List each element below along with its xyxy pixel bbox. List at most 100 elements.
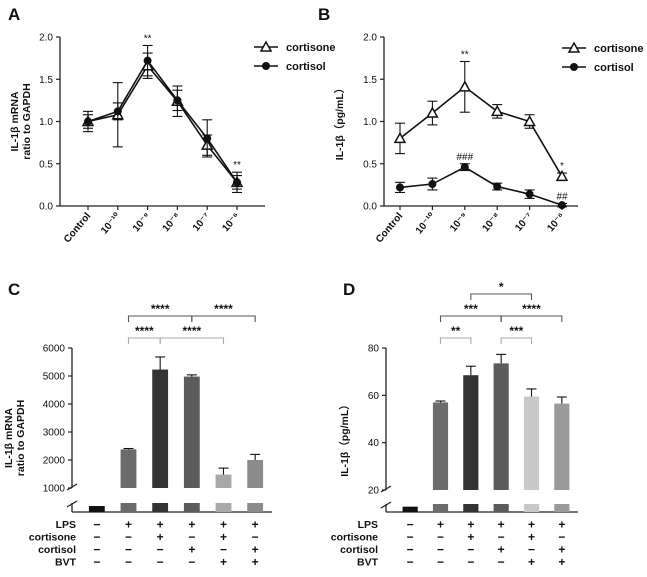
- significance-label: ****: [182, 324, 201, 338]
- legend-label-cortisone: cortisone: [286, 42, 336, 54]
- treatment-symbol: +: [498, 518, 505, 532]
- legend-marker-cortisone: [567, 41, 581, 53]
- significance-label: ***: [464, 302, 478, 316]
- treatment-symbol: −: [437, 555, 444, 569]
- treatment-symbol: +: [188, 518, 195, 532]
- bar: [88, 506, 105, 512]
- data-point-cortisone: [393, 131, 407, 144]
- treatment-row-label: cortisone: [331, 532, 378, 544]
- treatment-symbol: −: [437, 530, 444, 544]
- treatment-symbol: −: [467, 543, 474, 557]
- significance-annotation: ##: [556, 191, 568, 202]
- axis-break-mark: [66, 483, 78, 491]
- bar-lower-segment: [463, 504, 479, 512]
- x-tick-label: 10⁻⁷: [191, 211, 213, 234]
- bar-lower-segment: [120, 503, 137, 512]
- x-tick-label: Control: [374, 211, 405, 245]
- treatment-symbol: −: [125, 530, 132, 544]
- significance-bracket: [159, 337, 225, 344]
- panel-a-line-chart: 0.0 0.5 1.0 1.5 2.0 Control 10⁻¹⁰ 10⁻⁹ 10⁻⁸ 10⁻⁷ 1…: [9, 33, 336, 246]
- axis-break-mark: [66, 500, 78, 508]
- x-tick-label: 10⁻¹⁰: [414, 211, 438, 237]
- bar-lower-segment: [554, 504, 570, 512]
- y-tick-label: 4000: [43, 400, 66, 411]
- treatment-symbol: −: [93, 555, 100, 569]
- treatment-symbol: +: [220, 518, 227, 532]
- x-tick-label: 10⁻¹⁰: [99, 211, 123, 237]
- significance-annotation: *: [560, 161, 564, 172]
- treatment-symbol: −: [558, 530, 565, 544]
- bar: [523, 396, 540, 490]
- y-tick-label: 40: [368, 438, 380, 449]
- significance-label: ****: [151, 302, 170, 316]
- treatment-symbol: +: [252, 555, 259, 569]
- significance-label: ***: [509, 324, 523, 338]
- x-tick-label: 10⁻⁷: [513, 211, 535, 234]
- treatment-symbol: +: [528, 518, 535, 532]
- treatment-symbol: −: [125, 543, 132, 557]
- treatment-row-label: BVT: [55, 557, 77, 569]
- data-point-cortisone: [523, 114, 536, 127]
- bar: [215, 474, 232, 488]
- x-tick-label: Control: [62, 211, 93, 245]
- y-axis-label: IL-1β mRNA: [9, 91, 21, 151]
- significance-label: *: [499, 280, 504, 294]
- x-tick-label: 10⁻⁶: [545, 211, 567, 234]
- legend-label-cortisone: cortisone: [594, 43, 644, 55]
- treatment-symbol: −: [188, 530, 195, 544]
- significance-bracket: [127, 315, 193, 322]
- x-tick-label: 10⁻⁸: [480, 211, 502, 234]
- data-point-cortisone: [458, 80, 472, 92]
- y-axis-label: IL-1β（pg/mL）: [333, 83, 346, 161]
- treatment-symbol: +: [558, 555, 565, 569]
- panel-label-a: A: [8, 5, 20, 24]
- y-tick-label: 80: [368, 344, 380, 355]
- data-point-cortisol: [493, 182, 502, 191]
- significance-bracket: [439, 315, 502, 322]
- data-point-cortisol: [84, 117, 92, 126]
- data-point-cortisone: [490, 104, 504, 117]
- panel-label-b: B: [318, 5, 330, 24]
- bar-lower-segment: [215, 503, 232, 512]
- bar: [402, 506, 418, 512]
- bar: [247, 460, 264, 488]
- treatment-symbol: +: [498, 543, 505, 557]
- treatment-symbol: −: [157, 543, 164, 557]
- panel-c-bar-chart: 1000 2000 3000 4000 5000 6000 **** **** **** ****…: [3, 302, 272, 569]
- bar: [432, 402, 449, 490]
- significance-annotation: **: [144, 33, 152, 44]
- treatment-symbol: −: [498, 530, 505, 544]
- treatment-symbol: −: [93, 530, 100, 544]
- significance-annotation: **: [233, 160, 241, 171]
- y-tick-label: 3000: [43, 428, 66, 439]
- treatment-symbol: −: [467, 555, 474, 569]
- bar: [493, 363, 509, 490]
- y-tick-label: 1.5: [363, 75, 377, 86]
- y-tick-label: 0.5: [363, 159, 377, 170]
- bar: [152, 369, 169, 488]
- significance-bracket: [127, 337, 161, 344]
- y-tick-label: 1.0: [39, 117, 53, 128]
- treatment-symbol: −: [252, 530, 259, 544]
- y-tick-label: 6000: [43, 344, 66, 355]
- treatment-symbol: −: [528, 543, 535, 557]
- treatment-symbol: +: [467, 518, 474, 532]
- treatment-symbol: +: [157, 530, 164, 544]
- treatment-symbol: +: [528, 555, 535, 569]
- treatment-symbol: −: [157, 555, 164, 569]
- treatment-row-label: cortisol: [38, 544, 76, 556]
- bar: [183, 376, 200, 488]
- y-axis-label: IL-1β mRNA: [3, 408, 15, 468]
- data-point-cortisol: [233, 178, 241, 187]
- legend-marker-cortisol: [570, 63, 578, 71]
- y-tick-label: 2000: [43, 456, 66, 467]
- significance-annotation: **: [461, 50, 469, 61]
- y-tick-label: 2.0: [363, 33, 377, 44]
- bar-lower-segment: [247, 503, 264, 512]
- treatment-symbol: −: [125, 555, 132, 569]
- treatment-symbol: +: [252, 518, 259, 532]
- y-tick-label: 0.0: [39, 202, 53, 213]
- treatment-row-label: cortisone: [29, 532, 76, 544]
- panel-label-d: D: [343, 280, 355, 299]
